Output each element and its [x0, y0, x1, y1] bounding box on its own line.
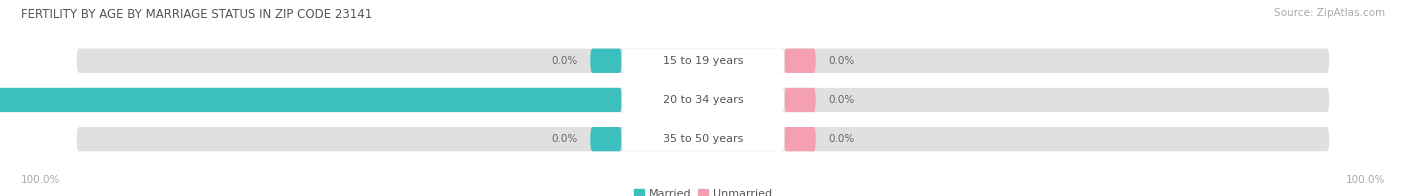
- FancyBboxPatch shape: [591, 127, 621, 151]
- FancyBboxPatch shape: [621, 88, 785, 112]
- FancyBboxPatch shape: [77, 88, 1329, 112]
- FancyBboxPatch shape: [621, 127, 785, 151]
- Text: 0.0%: 0.0%: [551, 134, 578, 144]
- FancyBboxPatch shape: [621, 49, 785, 73]
- Text: 0.0%: 0.0%: [828, 95, 855, 105]
- Text: 20 to 34 years: 20 to 34 years: [662, 95, 744, 105]
- Text: 0.0%: 0.0%: [828, 134, 855, 144]
- FancyBboxPatch shape: [77, 127, 1329, 151]
- FancyBboxPatch shape: [785, 49, 815, 73]
- Text: 15 to 19 years: 15 to 19 years: [662, 56, 744, 66]
- FancyBboxPatch shape: [591, 49, 621, 73]
- Text: Source: ZipAtlas.com: Source: ZipAtlas.com: [1274, 8, 1385, 18]
- FancyBboxPatch shape: [785, 88, 815, 112]
- FancyBboxPatch shape: [785, 127, 815, 151]
- Text: 100.0%: 100.0%: [21, 175, 60, 185]
- Text: 0.0%: 0.0%: [551, 56, 578, 66]
- FancyBboxPatch shape: [77, 49, 1329, 73]
- Text: 35 to 50 years: 35 to 50 years: [662, 134, 744, 144]
- Legend: Married, Unmarried: Married, Unmarried: [634, 189, 772, 196]
- Text: FERTILITY BY AGE BY MARRIAGE STATUS IN ZIP CODE 23141: FERTILITY BY AGE BY MARRIAGE STATUS IN Z…: [21, 8, 373, 21]
- Text: 100.0%: 100.0%: [1346, 175, 1385, 185]
- FancyBboxPatch shape: [0, 88, 621, 112]
- Text: 0.0%: 0.0%: [828, 56, 855, 66]
